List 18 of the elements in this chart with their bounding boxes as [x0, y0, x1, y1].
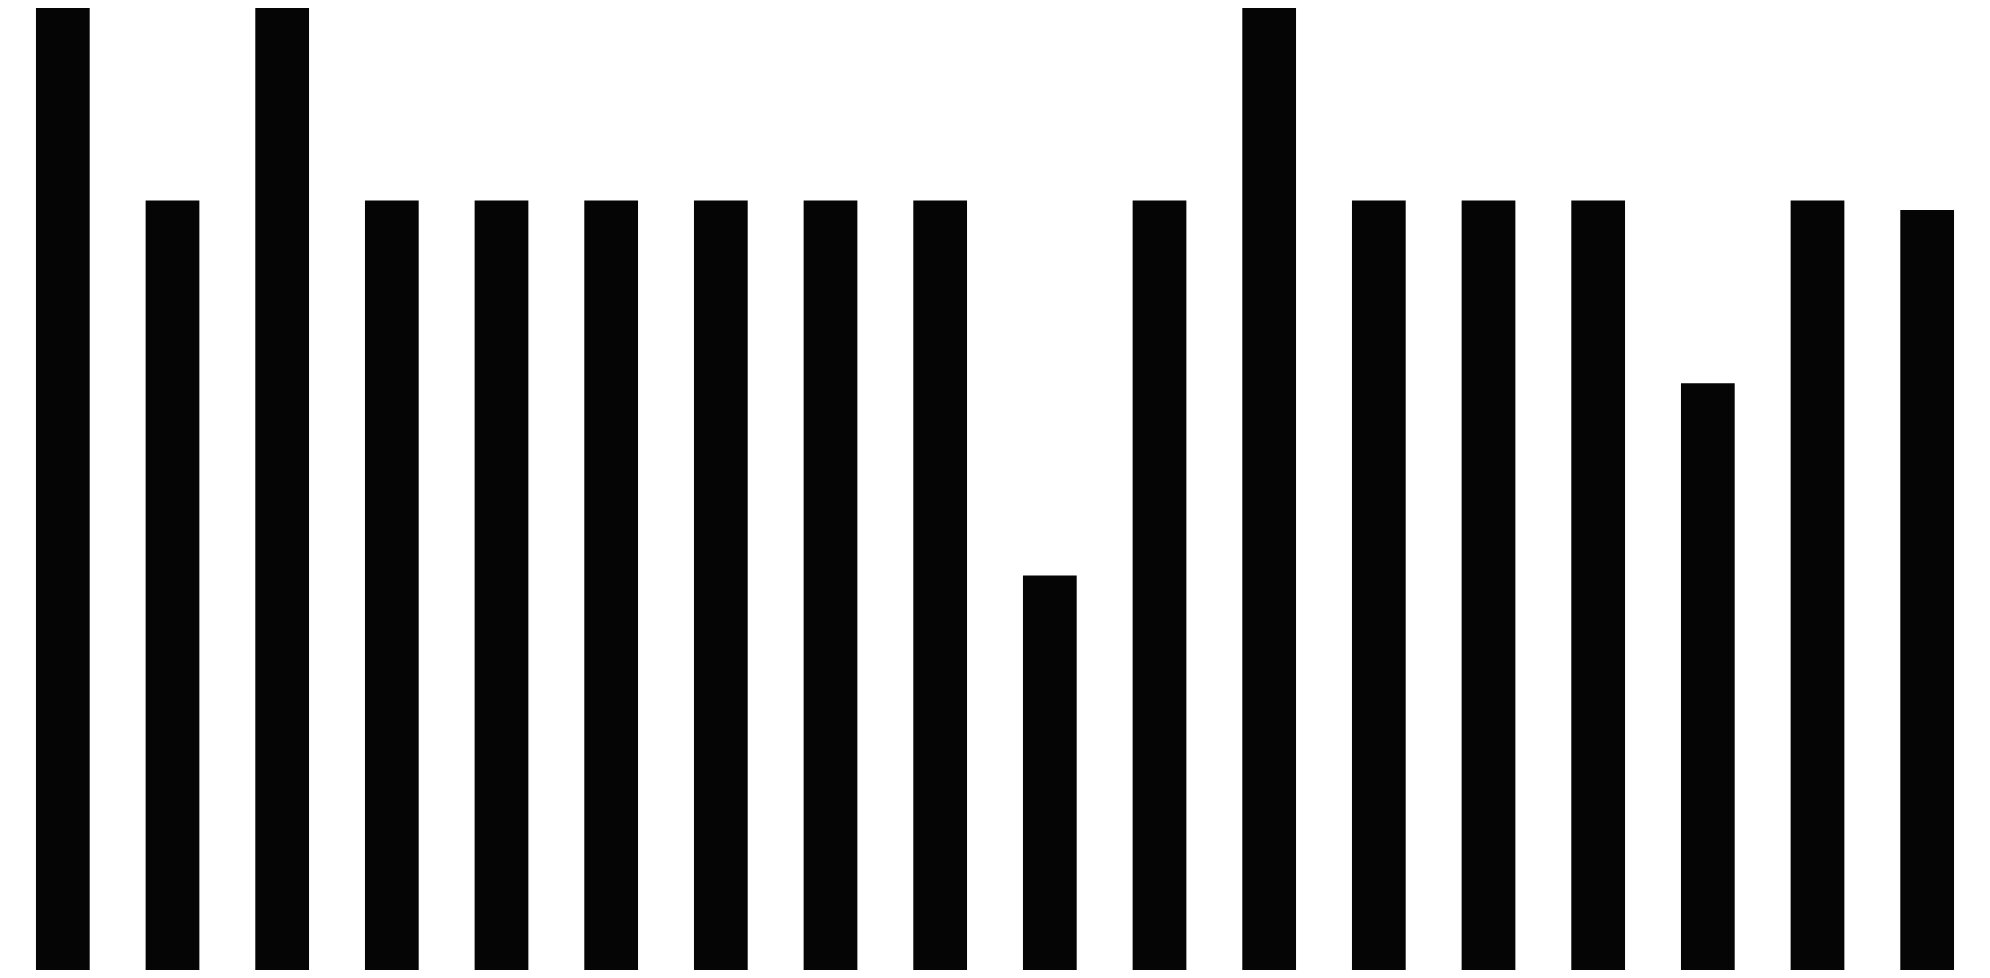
bar: [1132, 200, 1187, 970]
bar: [913, 200, 968, 970]
bar: [1900, 210, 1955, 970]
bar: [1242, 8, 1297, 970]
bar: [1790, 200, 1845, 970]
bar: [35, 8, 90, 970]
bar: [803, 200, 858, 970]
bar: [364, 200, 419, 970]
bar: [1351, 200, 1406, 970]
bar: [1680, 383, 1735, 970]
bar: [474, 200, 529, 970]
bar: [1022, 575, 1077, 970]
bar: [1571, 200, 1626, 970]
bar: [584, 200, 639, 970]
bar: [693, 200, 748, 970]
bar: [145, 200, 200, 970]
bar: [255, 8, 310, 970]
bar: [1461, 200, 1516, 970]
